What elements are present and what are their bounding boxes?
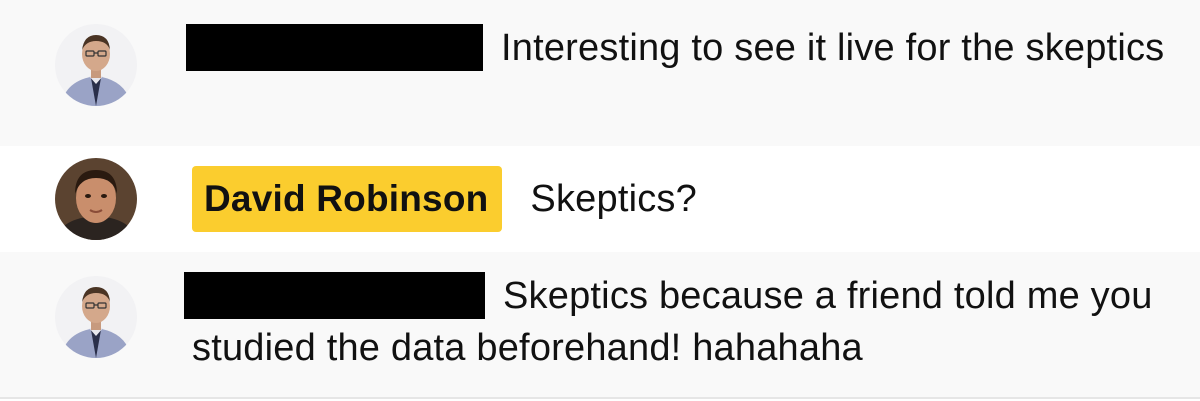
avatar-icon[interactable] — [55, 276, 137, 358]
avatar-icon[interactable] — [55, 24, 137, 106]
author-name-highlighted[interactable]: David Robinson — [192, 166, 503, 232]
chat-message: Interesting to see it live for the skept… — [0, 0, 1200, 146]
message-content: Interesting to see it live for the skept… — [186, 22, 1184, 74]
message-text: Skeptics because a friend told me you st… — [192, 275, 1153, 369]
message-content: David Robinson Skeptics? — [192, 166, 1184, 232]
chat-message: David Robinson Skeptics? — [0, 146, 1200, 252]
user-photo-avatar-icon — [55, 24, 137, 106]
message-text: Skeptics? — [530, 178, 697, 220]
redacted-author-name — [186, 24, 483, 71]
user-photo-avatar-icon — [55, 158, 137, 240]
redacted-author-name — [184, 272, 485, 319]
avatar-icon[interactable] — [55, 158, 137, 240]
message-text: Interesting to see it live for the skept… — [501, 27, 1165, 69]
user-photo-avatar-icon — [55, 276, 137, 358]
message-content: Skeptics because a friend told me you st… — [184, 270, 1184, 374]
chat-message: Skeptics because a friend told me you st… — [0, 252, 1200, 399]
